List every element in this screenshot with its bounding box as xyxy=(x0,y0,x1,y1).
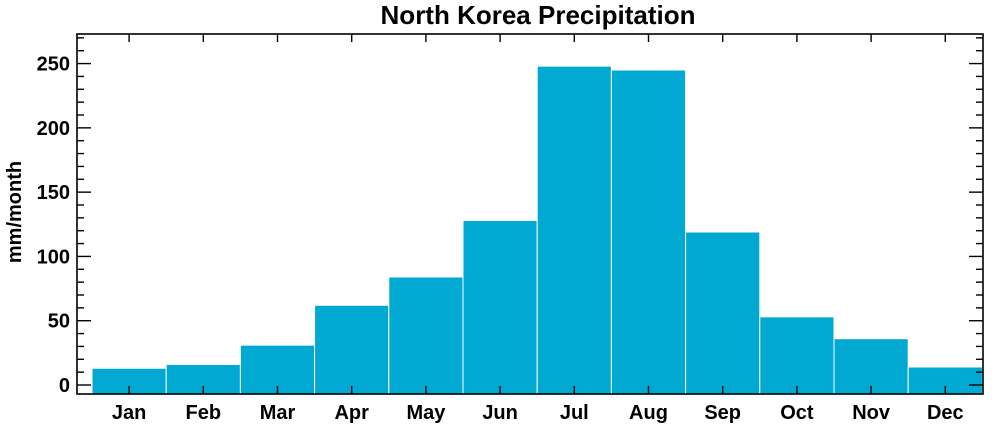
y-tick-label: 200 xyxy=(37,118,70,140)
bars-group xyxy=(91,65,983,395)
x-tick-labels: Jan Feb Mar Apr May Jun Jul Aug Sep Oct Nov Dec xyxy=(112,402,964,424)
y-tick-label: 0 xyxy=(59,375,70,397)
bar-apr xyxy=(314,304,390,395)
y-tick-label: 50 xyxy=(48,311,70,333)
x-tick-label: Oct xyxy=(780,402,814,424)
bar-jul xyxy=(536,65,612,395)
x-tick-label: Apr xyxy=(334,402,369,424)
bar-may xyxy=(388,276,464,395)
x-tick-label: Mar xyxy=(260,402,296,424)
y-tick-label: 100 xyxy=(37,246,70,268)
bar-aug xyxy=(610,69,687,395)
x-tick-label: Jan xyxy=(112,402,146,424)
bar-jun xyxy=(462,219,538,395)
chart-title: North Korea Precipitation xyxy=(381,0,696,30)
y-tick-label: 250 xyxy=(37,54,70,76)
plot-frame xyxy=(76,33,984,395)
y-tick-label: 150 xyxy=(37,182,70,204)
x-tick-label: Nov xyxy=(852,402,891,424)
bar-nov xyxy=(833,338,909,395)
x-tick-label: Sep xyxy=(704,402,741,424)
x-tick-label: Dec xyxy=(927,402,964,424)
bar-mar xyxy=(239,344,316,395)
x-tick-label: Aug xyxy=(629,402,668,424)
x-tick-label: Jun xyxy=(482,402,518,424)
axis-ticks xyxy=(77,34,983,394)
bar-oct xyxy=(759,316,835,395)
y-axis-label: mm/month xyxy=(4,161,26,263)
x-tick-label: Feb xyxy=(186,402,222,424)
y-tick-labels: 0 50 100 150 200 250 xyxy=(37,54,70,397)
bar-sep xyxy=(685,231,761,395)
x-tick-label: Jul xyxy=(560,402,589,424)
x-tick-label: May xyxy=(406,402,446,424)
